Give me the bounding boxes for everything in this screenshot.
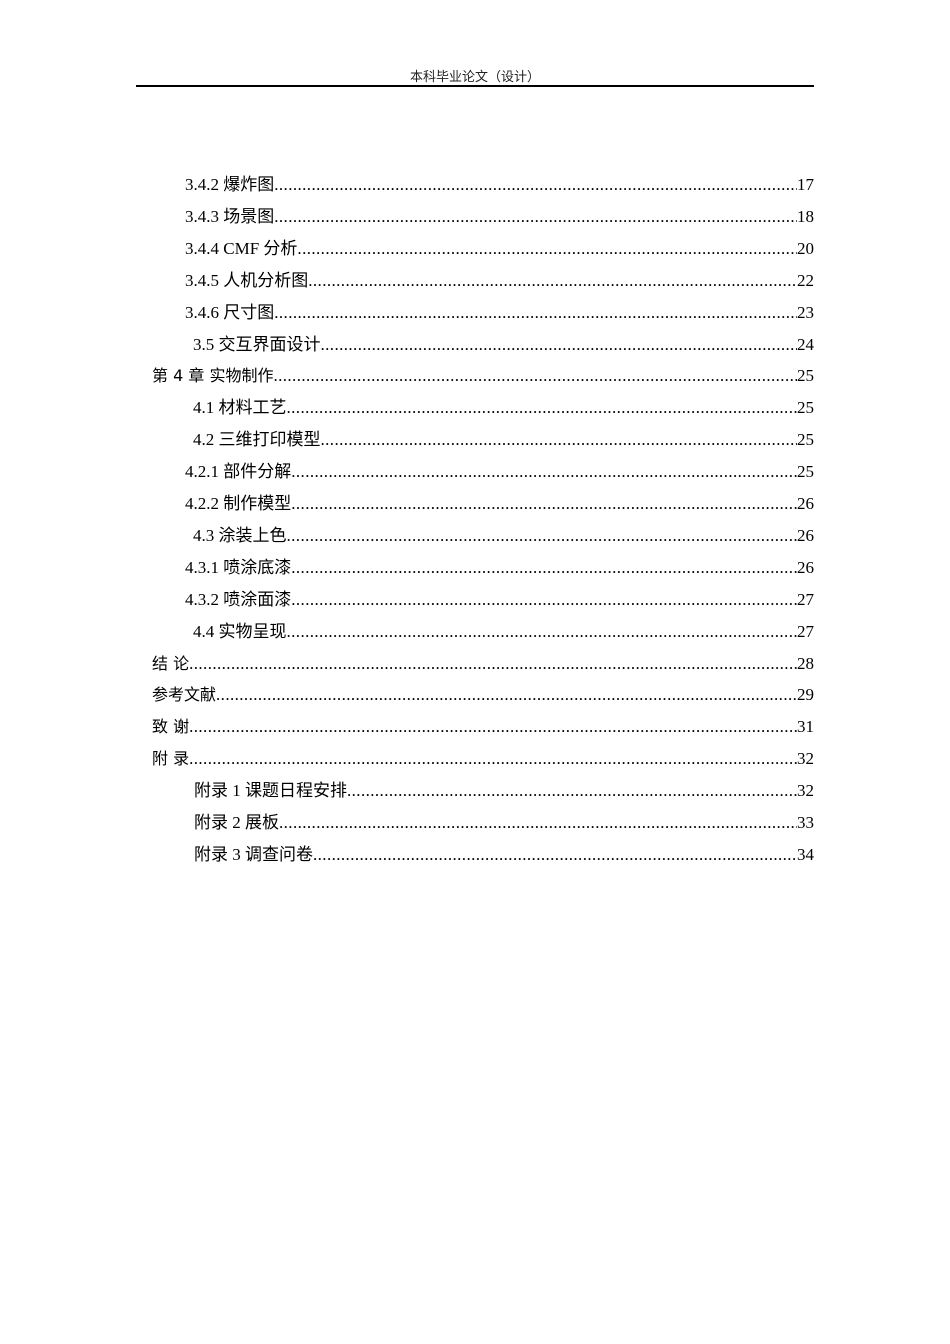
toc-entry[interactable]: 4.2 三维打印模型..............................…	[193, 428, 814, 452]
toc-entry-page: 31	[797, 717, 814, 737]
toc-entry-label: 3.4.3 场景图	[185, 206, 275, 226]
toc-entry-label: 4.3.2 喷涂面漆	[185, 589, 292, 609]
toc-entry-label: 4.3 涂装上色	[193, 525, 287, 545]
toc-entry[interactable]: 附录 2 展板.................................…	[194, 811, 814, 835]
toc-entry[interactable]: 4.3 涂装上色................................…	[193, 524, 814, 548]
toc-entry-page: 23	[797, 302, 814, 322]
toc-entry-page: 26	[797, 525, 814, 545]
toc-leader-dots: ........................................…	[286, 398, 798, 418]
header-rule	[136, 85, 814, 87]
toc-entry[interactable]: 3.4.6 尺寸图...............................…	[185, 301, 814, 325]
toc-entry-label: 4.4 实物呈现	[193, 621, 287, 641]
toc-entry[interactable]: 4.3.2 喷涂面漆..............................…	[185, 588, 814, 612]
toc-entry-label: 4.2.2 制作模型	[185, 494, 292, 513]
toc-leader-dots: ........................................…	[274, 206, 797, 226]
toc-entry-page: 26	[797, 494, 814, 513]
toc-entry-label: 参考文献	[152, 685, 217, 705]
toc-entry-label: 致 谢	[152, 717, 190, 737]
toc-entry-page: 18	[797, 206, 814, 226]
toc-entry-label: 3.4.2 爆炸图	[185, 175, 275, 194]
toc-entry-page: 25	[797, 430, 814, 450]
toc-entry-label: 结 论	[152, 653, 190, 673]
toc-leader-dots: ........................................…	[286, 621, 798, 641]
toc-entry-page: 20	[797, 238, 814, 258]
toc-entry[interactable]: 参考文献....................................…	[152, 683, 814, 707]
toc-entry[interactable]: 4.4 实物呈现................................…	[193, 620, 814, 644]
toc-entry[interactable]: 致 谢.....................................…	[152, 715, 814, 739]
toc-entry-page: 25	[797, 398, 814, 418]
toc-entry-label: 4.3.1 喷涂底漆	[185, 557, 292, 577]
toc-entry-page: 32	[797, 781, 814, 801]
toc-entry-page: 29	[797, 685, 814, 705]
page-header: 本科毕业论文（设计）	[409, 69, 540, 84]
toc-entry-page: 24	[797, 334, 814, 354]
toc-entry-page: 28	[797, 653, 814, 673]
toc-entry-label: 3.5 交互界面设计	[193, 334, 321, 354]
toc-leader-dots: ........................................…	[216, 685, 797, 705]
toc-entry-label: 4.2.1 部件分解	[185, 462, 292, 482]
toc-entry[interactable]: 结 论.....................................…	[152, 652, 814, 676]
toc-entry[interactable]: 3.4.4 CMF 分析............................…	[185, 237, 814, 261]
toc-entry-label: 附 录	[152, 749, 190, 769]
toc-entry-label: 4.1 材料工艺	[193, 398, 287, 418]
toc-entry[interactable]: 附录 3 调查问卷...............................…	[194, 843, 814, 867]
toc-leader-dots: ........................................…	[320, 430, 798, 450]
toc-entry-page: 33	[797, 813, 814, 832]
toc-leader-dots: ........................................…	[320, 334, 798, 354]
toc-entry-label: 3.4.5 人机分析图	[185, 270, 309, 290]
toc-leader-dots: ........................................…	[291, 589, 797, 609]
toc-entry-page: 22	[797, 270, 814, 290]
toc-leader-dots: ........................................…	[189, 653, 797, 673]
toc-entry-page: 25	[797, 366, 814, 386]
toc-entry-page: 25	[797, 462, 814, 482]
toc-entry[interactable]: 3.4.3 场景图...............................…	[185, 205, 814, 229]
toc-entry-page: 34	[797, 844, 814, 864]
toc-leader-dots: ........................................…	[189, 717, 797, 737]
toc-entry[interactable]: 第 4 章 实物制作..............................…	[152, 364, 814, 388]
toc-leader-dots: ........................................…	[297, 238, 797, 258]
toc-entry[interactable]: 4.3.1 喷涂底漆..............................…	[185, 556, 814, 580]
toc-leader-dots: ........................................…	[291, 557, 797, 577]
toc-entry-label: 第 4 章 实物制作	[152, 366, 274, 386]
toc-entry[interactable]: 4.2.1 部件分解..............................…	[185, 460, 814, 484]
toc-entry[interactable]: 附 录.....................................…	[152, 747, 814, 771]
toc-entry-page: 32	[797, 749, 814, 769]
toc-entry[interactable]: 附录 1 课题日程安排.............................…	[194, 779, 814, 803]
toc-leader-dots: ........................................…	[291, 462, 797, 482]
toc-leader-dots: ........................................…	[279, 813, 797, 832]
toc-entry-label: 3.4.6 尺寸图	[185, 302, 275, 322]
toc-entry[interactable]: 4.1 材料工艺................................…	[193, 396, 814, 420]
toc-leader-dots: ........................................…	[313, 844, 797, 864]
toc-leader-dots: ........................................…	[274, 175, 797, 194]
toc-leader-dots: ........................................…	[347, 781, 797, 801]
toc-entry[interactable]: 3.5 交互界面设计..............................…	[193, 333, 814, 357]
toc-entry-page: 17	[797, 175, 814, 194]
toc-entry[interactable]: 3.4.5 人机分析图.............................…	[185, 269, 814, 293]
toc-entry-page: 27	[797, 621, 814, 641]
toc-leader-dots: ........................................…	[291, 494, 797, 513]
toc-entry-page: 27	[797, 589, 814, 609]
toc-leader-dots: ........................................…	[286, 525, 798, 545]
toc-leader-dots: ........................................…	[308, 270, 797, 290]
toc-entry[interactable]: 4.2.2 制作模型..............................…	[185, 492, 814, 516]
toc-entry-label: 附录 2 展板	[194, 813, 279, 832]
toc-entry-page: 26	[797, 557, 814, 577]
toc-entry-label: 3.4.4 CMF 分析	[185, 238, 298, 258]
toc-entry-label: 附录 1 课题日程安排	[194, 781, 347, 801]
toc-leader-dots: ........................................…	[273, 366, 797, 386]
toc-leader-dots: ........................................…	[274, 302, 797, 322]
toc-entry[interactable]: 3.4.2 爆炸图...............................…	[185, 173, 814, 197]
toc-leader-dots: ........................................…	[189, 749, 797, 769]
toc-entry-label: 4.2 三维打印模型	[193, 430, 321, 450]
toc-entry-label: 附录 3 调查问卷	[194, 844, 313, 864]
